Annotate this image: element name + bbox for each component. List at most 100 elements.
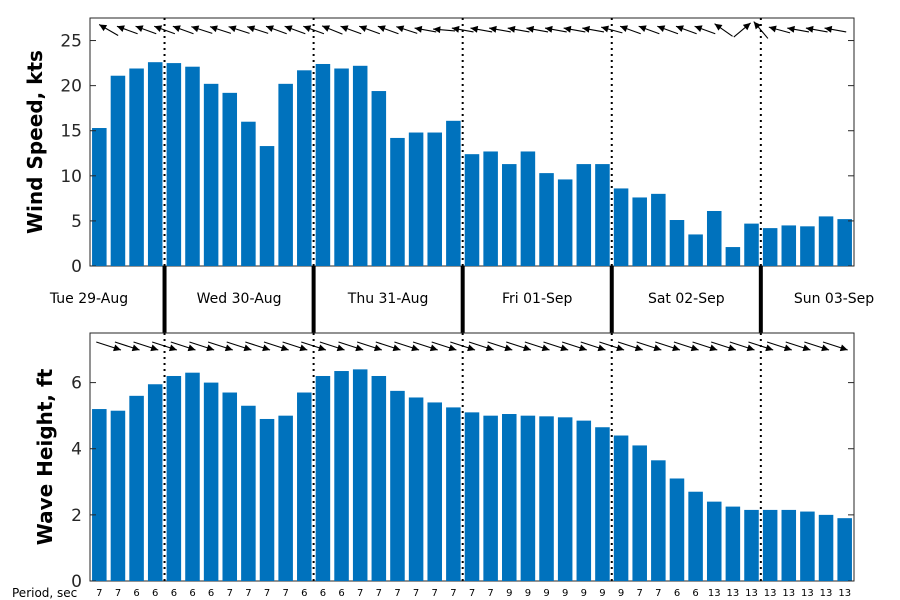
direction-arrow <box>301 341 327 352</box>
bar <box>539 173 554 266</box>
bar <box>297 70 312 266</box>
period-value: 13 <box>801 588 814 599</box>
direction-arrow <box>785 341 811 352</box>
period-row: 7 7 6 6 6 6 6 7 7 7 7 6 6 6 7 7 7 7 7 7 7 7 9 9 9 9 9 9 9 7 7 6 6 13 13 13 1… <box>96 588 851 599</box>
period-value: 9 <box>618 588 624 599</box>
direction-arrow <box>544 25 567 33</box>
period-value: 7 <box>432 588 438 599</box>
bar <box>166 63 182 267</box>
period-value: 13 <box>708 588 721 599</box>
period-value: 7 <box>637 588 643 599</box>
period-value: 7 <box>264 588 270 599</box>
direction-arrow <box>561 341 588 352</box>
bar <box>166 375 182 581</box>
bar <box>837 518 852 581</box>
bar <box>352 65 368 266</box>
period-value: 6 <box>152 588 158 599</box>
direction-arrow <box>116 25 138 35</box>
bar <box>241 121 256 267</box>
wind-direction-arrows <box>98 21 847 39</box>
bar <box>390 390 405 581</box>
direction-arrow <box>340 25 362 35</box>
bar <box>669 478 685 581</box>
bar <box>446 407 461 581</box>
wave-height-bars <box>92 369 852 581</box>
bar <box>92 409 107 581</box>
direction-arrow <box>714 23 733 37</box>
day-label: Fri 01-Sep <box>502 291 572 307</box>
direction-arrow <box>189 341 215 352</box>
direction-arrow <box>396 25 418 34</box>
bar <box>129 395 144 581</box>
bar <box>762 509 778 581</box>
bar <box>110 75 126 266</box>
direction-arrow <box>753 21 769 39</box>
y-tick-label: 15 <box>60 122 82 142</box>
direction-arrow <box>151 341 178 352</box>
period-value: 7 <box>469 588 475 599</box>
bar <box>706 210 722 266</box>
day-label: Tue 29-Aug <box>49 291 128 307</box>
bar <box>651 193 666 266</box>
period-value: 7 <box>115 588 121 599</box>
period-value: 9 <box>525 588 531 599</box>
bar <box>781 509 797 581</box>
direction-arrow <box>580 341 606 352</box>
y-tick-label: 0 <box>71 572 82 592</box>
period-value: 13 <box>764 588 777 599</box>
y-tick-label: 5 <box>71 212 82 232</box>
direction-arrow <box>412 341 438 352</box>
direction-arrow <box>600 25 623 34</box>
bar <box>278 83 293 266</box>
period-value: 9 <box>543 588 549 599</box>
direction-arrow <box>711 341 737 352</box>
bar <box>334 371 349 581</box>
bar <box>744 509 759 581</box>
bar <box>147 384 163 581</box>
period-value: 13 <box>727 588 740 599</box>
bar <box>520 415 536 581</box>
wind-y-axis: 0 5 10 15 20 25 <box>60 32 854 277</box>
direction-arrow <box>284 25 306 35</box>
wave-direction-arrows <box>96 341 848 352</box>
bar <box>464 154 480 266</box>
direction-arrow <box>319 341 345 352</box>
direction-arrow <box>824 25 847 33</box>
bar <box>185 372 200 581</box>
bar <box>744 223 759 266</box>
period-value: 6 <box>171 588 177 599</box>
direction-arrow <box>433 26 456 34</box>
bar <box>334 68 349 266</box>
direction-arrow <box>207 341 233 352</box>
direction-arrow <box>338 341 364 352</box>
period-value: 7 <box>394 588 400 599</box>
bar <box>520 151 536 266</box>
direction-arrow <box>356 341 383 352</box>
bar <box>762 228 778 266</box>
direction-arrow <box>414 25 437 33</box>
period-value: 7 <box>376 588 382 599</box>
bar <box>725 247 741 266</box>
bar <box>502 414 517 581</box>
bar <box>92 128 107 266</box>
period-value: 7 <box>357 588 363 599</box>
direction-arrow <box>172 25 194 35</box>
direction-arrow <box>226 341 252 352</box>
direction-arrow <box>787 25 810 33</box>
period-value: 13 <box>838 588 851 599</box>
bar <box>427 402 442 581</box>
bar <box>241 405 256 581</box>
y-tick-label: 2 <box>71 506 82 526</box>
bar <box>576 420 592 581</box>
bar <box>595 164 610 266</box>
direction-arrow <box>451 25 474 33</box>
bar <box>147 62 163 266</box>
y-tick-label: 10 <box>60 167 82 187</box>
direction-arrow <box>282 341 308 352</box>
period-value: 13 <box>820 588 833 599</box>
direction-arrow <box>394 341 420 352</box>
day-label: Sun 03-Sep <box>794 291 874 307</box>
direction-arrow <box>377 25 399 35</box>
bar <box>632 445 647 581</box>
bar <box>688 234 703 266</box>
